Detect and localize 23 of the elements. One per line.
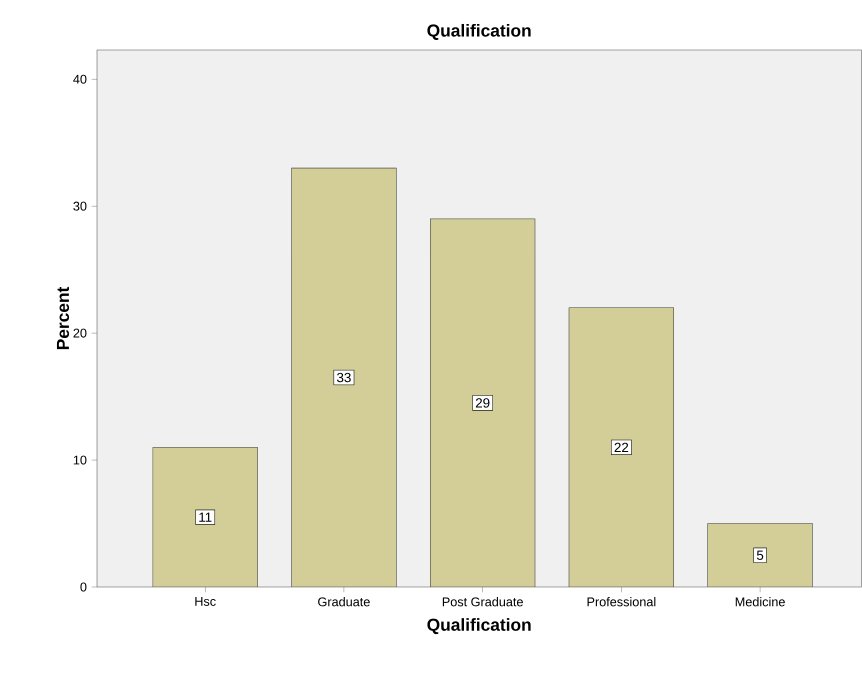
- data-label: 11: [199, 512, 212, 522]
- x-axis-title: Qualification: [427, 618, 531, 634]
- bar: [291, 168, 397, 588]
- bar: [152, 447, 258, 588]
- x-tick-label: Professional: [588, 597, 656, 606]
- data-label: 22: [614, 442, 628, 452]
- x-tick-label: Hsc: [195, 597, 216, 606]
- bar: [568, 307, 674, 588]
- x-tick-label: Post Graduate: [442, 597, 523, 606]
- y-tick-label: 40: [73, 74, 86, 84]
- y-tick-label: 20: [74, 328, 86, 338]
- x-tick-label: Graduate: [318, 597, 370, 606]
- data-label: 5: [756, 550, 764, 560]
- y-tick-label: 30: [73, 202, 86, 211]
- y-tick-label: 0: [80, 582, 86, 592]
- y-tick-label: 10: [74, 456, 86, 465]
- data-label: 33: [337, 372, 351, 382]
- x-tick-label: Medicine: [736, 597, 785, 606]
- bar: [430, 218, 536, 588]
- bar: [707, 523, 813, 588]
- y-axis-title: Percent: [56, 286, 70, 350]
- data-label: 29: [476, 398, 490, 408]
- chart-title: Qualification: [427, 24, 531, 40]
